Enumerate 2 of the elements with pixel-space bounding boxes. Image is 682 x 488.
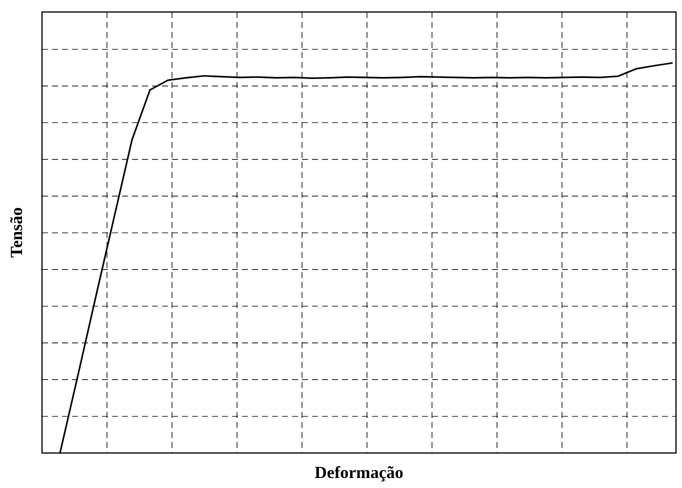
x-axis-title: Deformação [314,463,404,482]
y-axis-title: Tensão [7,207,26,258]
